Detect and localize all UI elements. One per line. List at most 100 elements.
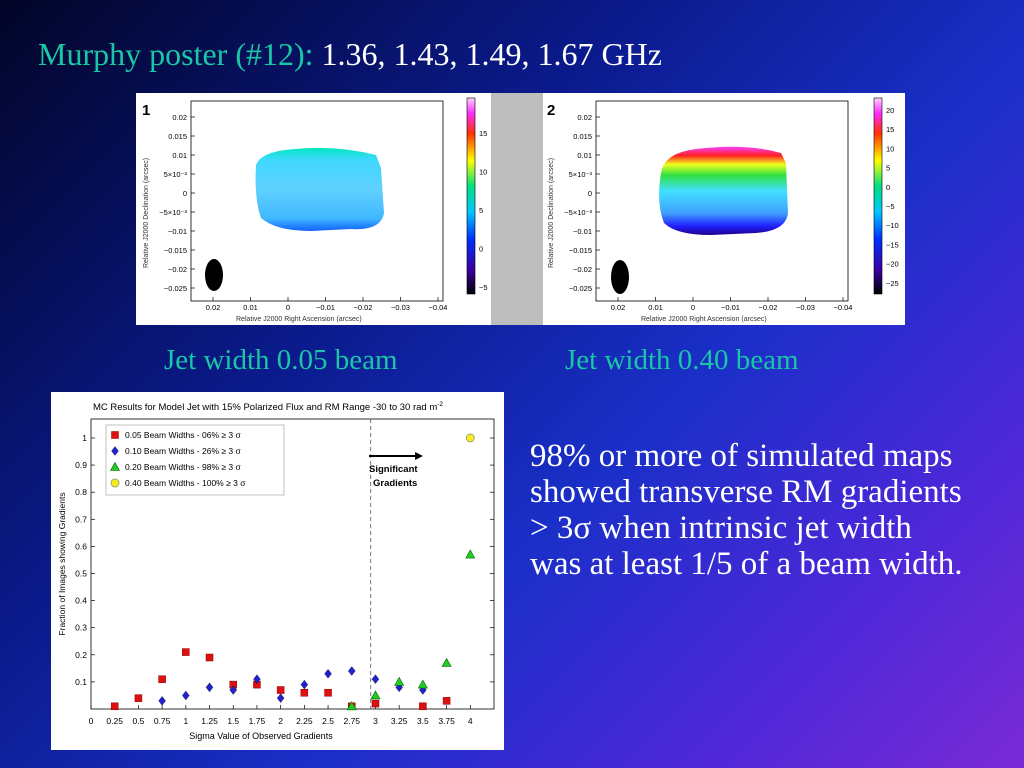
map-y-tick-label: 0 bbox=[183, 189, 187, 198]
x-tick-label: 1.5 bbox=[227, 716, 239, 726]
left-beam-ellipse bbox=[205, 259, 223, 291]
x-tick-label: 4 bbox=[468, 716, 473, 726]
map-y-tick-label: −0.02 bbox=[168, 265, 187, 274]
point-series-2 bbox=[158, 696, 166, 706]
point-series-1 bbox=[276, 686, 285, 694]
point-series-1 bbox=[110, 702, 119, 711]
map-x-tick-label: 0.02 bbox=[611, 303, 626, 312]
chart-legend: 0.05 Beam Widths - 06% ≥ 3 σ 0.10 Beam Wi… bbox=[105, 424, 285, 496]
data-points bbox=[110, 433, 476, 711]
point-series-3 bbox=[346, 701, 357, 711]
x-tick-label: 3.5 bbox=[417, 716, 429, 726]
point-series-1 bbox=[134, 694, 143, 702]
point-series-1 bbox=[324, 688, 332, 697]
point-series-3 bbox=[370, 690, 381, 700]
right-beam-ellipse bbox=[611, 260, 629, 294]
colorbar-tick-label: 15 bbox=[479, 129, 487, 138]
left-map-ylabel: Relative J2000 Declination (arcsec) bbox=[143, 158, 150, 268]
map-y-tick-label: −0.025 bbox=[569, 284, 592, 293]
legend-label-2: 0.10 Beam Widths - 26% ≥ 3 σ bbox=[125, 446, 241, 456]
chart-xlabel: Sigma Value of Observed Gradients bbox=[189, 731, 333, 741]
y-tick-label: 0.9 bbox=[75, 460, 87, 470]
caption-right: Jet width 0.40 beam bbox=[565, 344, 799, 376]
map-y-tick-label: 0 bbox=[588, 189, 592, 198]
x-tick-label: 0.25 bbox=[106, 716, 123, 726]
map-y-tick-label: −5×10⁻³ bbox=[159, 208, 187, 217]
left-colorbar-ticks: 15 10 5 0 −5 bbox=[479, 129, 488, 292]
right-map-ylabel: Relative J2000 Declination (arcsec) bbox=[548, 158, 555, 268]
point-series-2 bbox=[300, 679, 309, 690]
y-tick-label: 0.6 bbox=[75, 541, 87, 551]
colorbar-tick-label: 0 bbox=[886, 183, 890, 192]
map-x-tick-label: −0.02 bbox=[354, 303, 373, 312]
legend-marker-3 bbox=[109, 461, 121, 471]
title-frequencies: 1.36, 1.43, 1.49, 1.67 GHz bbox=[321, 36, 662, 72]
y-tick-label: 0.4 bbox=[75, 596, 87, 606]
chart-title-sup: -2 bbox=[437, 401, 443, 408]
left-map-xlabel: Relative J2000 Right Ascension (arcsec) bbox=[236, 316, 362, 323]
x-tick-label: 2 bbox=[278, 716, 283, 726]
chart-title: MC Results for Model Jet with 15% Polari… bbox=[93, 401, 443, 413]
right-map-frame bbox=[595, 100, 849, 302]
chart-ylabel: Fraction of Images showing Gradients bbox=[57, 492, 67, 635]
x-tick-label: 3.25 bbox=[391, 716, 408, 726]
slide-title: Murphy poster (#12): 1.36, 1.43, 1.49, 1… bbox=[38, 36, 662, 73]
colorbar-tick-label: 5 bbox=[886, 164, 890, 173]
left-jet-rm-map bbox=[255, 147, 384, 231]
map-x-tick-label: −0.04 bbox=[834, 303, 853, 312]
right-jet-rm-map bbox=[659, 146, 788, 235]
map-y-tick-label: 0.015 bbox=[573, 132, 592, 141]
x-tick-label: 1.75 bbox=[249, 716, 266, 726]
title-name: Murphy poster (#12): bbox=[38, 36, 314, 72]
point-series-1 bbox=[205, 653, 214, 662]
point-series-2 bbox=[229, 685, 237, 695]
rm-maps-image: 1 0.02 0.015 0.01 5×10⁻³ 0 −5×10⁻³ −0.01 −0.015… bbox=[136, 93, 905, 325]
map-x-tick-label: −0.02 bbox=[759, 303, 778, 312]
right-y-ticks: 0.02 0.015 0.01 5×10⁻³ 0 −5×10⁻³ −0.01 −0.015 −0… bbox=[564, 113, 600, 293]
legend-label-1: 0.05 Beam Widths - 06% ≥ 3 σ bbox=[125, 430, 241, 440]
map-y-tick-label: −0.025 bbox=[164, 284, 187, 293]
y-tick-label: 0.1 bbox=[75, 677, 87, 687]
x-tick-label: 3.75 bbox=[438, 716, 455, 726]
colorbar-tick-label: −5 bbox=[886, 202, 895, 211]
annotation-line-2: Gradients bbox=[373, 478, 417, 489]
legend-label-4: 0.40 Beam Widths - 100% ≥ 3 σ bbox=[125, 478, 246, 488]
right-colorbar bbox=[873, 97, 883, 295]
x-tick-label: 2.25 bbox=[296, 716, 313, 726]
map-y-tick-label: −5×10⁻³ bbox=[564, 208, 592, 217]
right-x-ticks: 0.02 0.01 0 −0.01 −0.02 −0.03 −0.04 bbox=[611, 297, 853, 312]
annotation-line-1: Significant bbox=[369, 464, 418, 475]
point-series-1 bbox=[158, 675, 166, 683]
point-series-3 bbox=[417, 679, 428, 689]
map-x-tick-label: −0.03 bbox=[796, 303, 815, 312]
point-series-1 bbox=[371, 699, 380, 708]
panel-label-2: 2 bbox=[547, 102, 555, 119]
left-x-ticks: 0.02 0.01 0 −0.01 −0.02 −0.03 −0.04 bbox=[206, 297, 447, 312]
map-y-tick-label: 0.01 bbox=[577, 151, 592, 160]
point-series-2 bbox=[276, 693, 285, 703]
colorbar-tick-label: −10 bbox=[886, 221, 899, 230]
map-x-tick-label: 0.02 bbox=[206, 303, 221, 312]
legend-marker-2 bbox=[111, 446, 119, 456]
y-tick-label: 0.3 bbox=[75, 623, 87, 633]
x-tick-label: 0 bbox=[89, 716, 94, 726]
legend-marker-1 bbox=[111, 431, 119, 439]
caption-left: Jet width 0.05 beam bbox=[164, 344, 398, 376]
x-tick-label: 1.25 bbox=[201, 716, 218, 726]
colorbar-tick-label: 10 bbox=[886, 144, 894, 153]
map-y-tick-label: 0.015 bbox=[168, 132, 187, 141]
y-tick-label: 1 bbox=[82, 433, 87, 443]
right-colorbar-ticks: 20 15 10 5 0 −5 −10 −15 −20 −25 bbox=[886, 106, 899, 288]
map-y-tick-label: −0.01 bbox=[573, 227, 592, 236]
map-y-tick-label: 5×10⁻³ bbox=[569, 170, 593, 179]
colorbar-tick-label: 10 bbox=[479, 168, 487, 177]
colorbar-tick-label: −15 bbox=[886, 240, 899, 249]
y-tick-label: 0.8 bbox=[75, 487, 87, 497]
point-series-4 bbox=[465, 433, 475, 443]
point-series-3 bbox=[465, 549, 476, 559]
significant-gradients-annotation: Significant Gradients bbox=[369, 452, 423, 489]
point-series-2 bbox=[253, 674, 261, 684]
x-tick-label: 0.5 bbox=[132, 716, 144, 726]
left-map-frame bbox=[190, 100, 444, 302]
point-series-1 bbox=[419, 702, 427, 711]
